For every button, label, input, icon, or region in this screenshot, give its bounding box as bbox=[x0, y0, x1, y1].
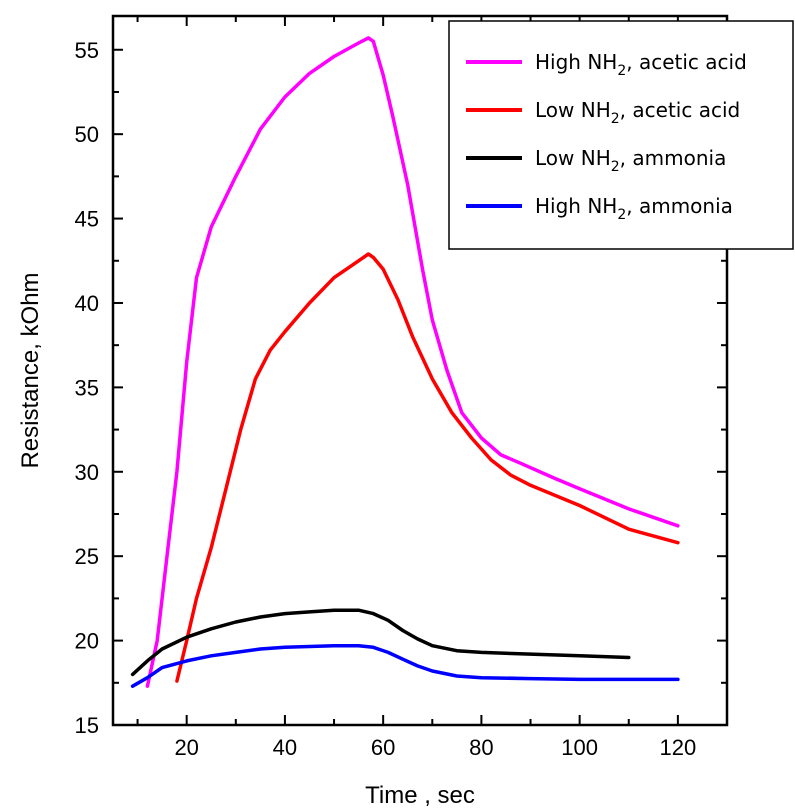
legend-box bbox=[448, 20, 794, 250]
y-tick-label: 25 bbox=[75, 544, 99, 569]
series-line-1 bbox=[175, 252, 680, 683]
x-tick-label: 80 bbox=[469, 735, 493, 760]
y-tick-label: 15 bbox=[75, 713, 99, 738]
x-axis-title: Time , sec bbox=[365, 782, 475, 809]
y-tick-label: 20 bbox=[75, 629, 99, 654]
axes-frame bbox=[111, 14, 729, 727]
x-tick-label: 40 bbox=[273, 735, 297, 760]
y-tick-label: 35 bbox=[75, 375, 99, 400]
x-tick-label: 20 bbox=[174, 735, 198, 760]
x-tick-label: 120 bbox=[660, 735, 697, 760]
series-line-0 bbox=[145, 36, 680, 688]
y-tick-label: 50 bbox=[75, 122, 99, 147]
series-line-2 bbox=[130, 608, 631, 677]
y-tick-label: 40 bbox=[75, 291, 99, 316]
axes: 20 40 60 80 100 120 15 20 25 30 35 40 45 50 55 bbox=[75, 14, 729, 760]
y-tick-label: 55 bbox=[75, 38, 99, 63]
legend-label-2: Low NH2, ammonia bbox=[535, 146, 726, 175]
x-tick-label: 100 bbox=[561, 735, 598, 760]
legend-label-3: High NH2, ammonia bbox=[535, 194, 733, 223]
legend: High NH2, acetic acid Low NH2, acetic aci… bbox=[448, 20, 794, 250]
plot-area bbox=[130, 36, 680, 688]
y-axis-title: Resistance, kOhm bbox=[17, 272, 44, 468]
x-tick-label: 60 bbox=[371, 735, 395, 760]
series-line-3 bbox=[130, 643, 680, 688]
legend-label-1: Low NH2, acetic acid bbox=[535, 98, 740, 127]
legend-label-0: High NH2, acetic acid bbox=[535, 50, 747, 79]
y-tick-label: 30 bbox=[75, 460, 99, 485]
y-tick-label: 45 bbox=[75, 207, 99, 232]
